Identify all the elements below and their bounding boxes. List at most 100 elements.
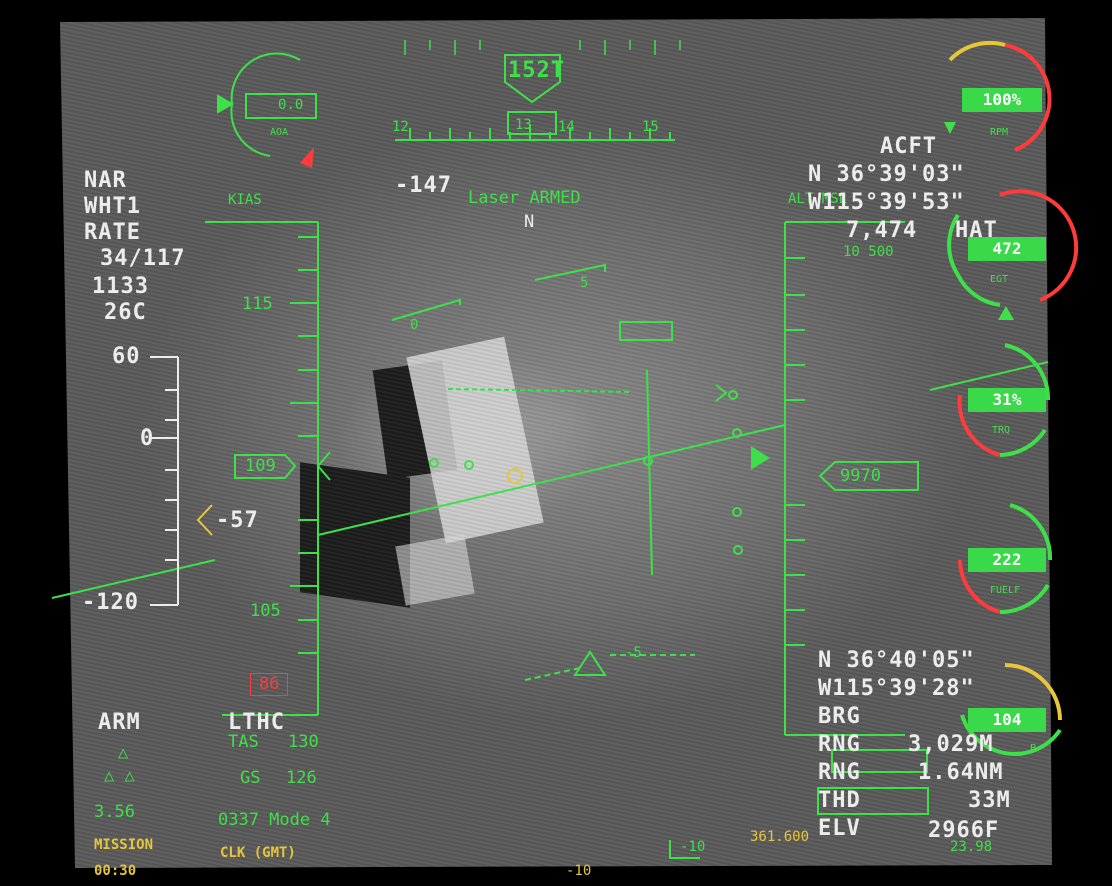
rate-value: 34/117 xyxy=(100,246,186,271)
rng2-label: RNG xyxy=(818,760,861,785)
temp-value: 26C xyxy=(104,300,147,325)
value-356: 3.56 xyxy=(94,802,135,822)
nav-mode: NAR xyxy=(84,168,127,193)
pitch-ladder-top: 60 xyxy=(112,344,141,369)
tas-value: 130 xyxy=(288,732,319,752)
tas-label: TAS xyxy=(228,732,259,752)
p-value: 104 xyxy=(968,708,1046,732)
heading-tape-label-14: 14 xyxy=(558,119,575,135)
speed-tick-115: 115 xyxy=(242,294,273,314)
laser-status: Laser ARMED xyxy=(468,188,581,208)
heading-tape-label-12: 12 xyxy=(392,119,409,135)
acft-label: ACFT xyxy=(880,134,937,159)
heading-tape-ticks xyxy=(409,124,671,140)
speed-current-box xyxy=(234,454,297,479)
fuel-label: FUELF xyxy=(990,585,1021,596)
small-box xyxy=(619,321,673,341)
status-1133: 1133 xyxy=(92,274,149,299)
roll-bracket xyxy=(669,840,700,859)
alt-msl-label: ALT MSL xyxy=(788,191,848,207)
north-marker: N xyxy=(524,212,535,232)
heading-tape-label-13: 13 xyxy=(515,117,532,133)
wht-label: WHT1 xyxy=(84,194,141,219)
heading-tape-label-15: 15 xyxy=(642,119,659,135)
pitch-label-0: 0 xyxy=(410,317,419,333)
steering-value: -147 xyxy=(395,173,452,198)
pitch-mark-neg5 xyxy=(524,667,581,681)
trq-label: TRQ xyxy=(992,425,1011,436)
acft-lat: N 36°39'03" xyxy=(808,162,965,187)
pitch-caret-value: -57 xyxy=(216,508,259,533)
egt-value: 472 xyxy=(968,237,1046,261)
kias-label: KIAS xyxy=(228,192,262,208)
p-label: P xyxy=(1030,743,1037,754)
aoa-value: 0.0 xyxy=(278,97,304,113)
vv-box xyxy=(831,749,928,773)
elv-label: ELV xyxy=(818,816,861,841)
heading-box xyxy=(504,54,561,104)
rng2-value: 1.64NM xyxy=(918,760,1004,785)
brg-label: BRG xyxy=(818,704,861,729)
triangle-icon: △ △ xyxy=(104,766,135,786)
alt-current-box xyxy=(818,461,919,491)
pitch-label-5: 5 xyxy=(580,275,589,291)
alt-current-value: 9970 xyxy=(840,466,881,486)
frequency-value: 361.600 xyxy=(750,829,810,845)
thd-label: THD xyxy=(818,788,861,813)
aoa-caret xyxy=(217,94,235,114)
pitch-label-neg5: -5 xyxy=(625,645,642,661)
arm-label: ARM xyxy=(98,710,141,735)
egt-label: EGT xyxy=(990,274,1009,285)
alt-tick-10500: 10 500 xyxy=(843,244,894,260)
rng1-label: RNG xyxy=(818,732,861,757)
speed-red-value: 86 xyxy=(250,673,289,696)
pitch-mark-5 xyxy=(534,263,606,281)
horizon-left-ext xyxy=(51,559,216,599)
target-reticle xyxy=(507,468,523,484)
thd-value: 33M xyxy=(968,788,1011,813)
hat-value: 7,474 xyxy=(846,218,918,243)
thd-box xyxy=(817,787,929,815)
clk-label: CLK (GMT) xyxy=(220,845,296,861)
crosshair-vertical xyxy=(646,369,653,576)
heading-upper-ticks xyxy=(404,40,681,55)
rpm-value: 100% xyxy=(962,88,1042,112)
acft-lon: W115°39'53" xyxy=(808,190,965,215)
pitch-mark-0 xyxy=(391,298,461,321)
gs-value: 126 xyxy=(286,768,317,788)
aoa-arc-lower xyxy=(230,103,271,157)
mission-time: 00:30 xyxy=(94,863,137,879)
heading-bug-box xyxy=(507,111,557,135)
aoa-warn-arrow xyxy=(300,147,314,168)
aoa-label: AOA xyxy=(270,127,289,138)
heading-value: 152T xyxy=(508,58,565,83)
speed-tick-105: 105 xyxy=(250,601,281,621)
roll-value-2: -10 xyxy=(566,863,592,879)
egt-caret xyxy=(998,306,1014,320)
target-lon: W115°39'28" xyxy=(818,676,975,701)
horizon-line xyxy=(317,424,786,536)
rate-label: RATE xyxy=(84,220,141,245)
aoa-arc xyxy=(230,52,301,105)
pitch-ladder-bottom: -120 xyxy=(82,590,139,615)
gs-label: GS xyxy=(240,768,261,788)
rpm-caret xyxy=(944,122,956,134)
rpm-label: RPM xyxy=(990,127,1009,138)
hat-label: HAT xyxy=(955,218,998,243)
horizon-right-ext xyxy=(929,361,1049,391)
speed-current-value: 109 xyxy=(245,456,276,476)
pitch-ladder-mid: 0 xyxy=(140,426,155,451)
elv-value: 2966F xyxy=(928,818,1000,843)
mode-status: 0337 Mode 4 xyxy=(218,810,331,830)
target-lat: N 36°40'05" xyxy=(818,648,975,673)
flight-path-marker xyxy=(643,456,653,466)
trq-value: 31% xyxy=(968,388,1046,412)
target-bottom-value: 23.98 xyxy=(950,839,993,855)
fuel-value: 222 xyxy=(968,548,1046,572)
rng1-value: 3,029M xyxy=(908,732,994,757)
aoa-value-box xyxy=(245,93,317,119)
triangle-icon: △ xyxy=(118,743,129,763)
crosshair-horizontal xyxy=(447,388,633,393)
mission-label: MISSION xyxy=(94,837,154,853)
